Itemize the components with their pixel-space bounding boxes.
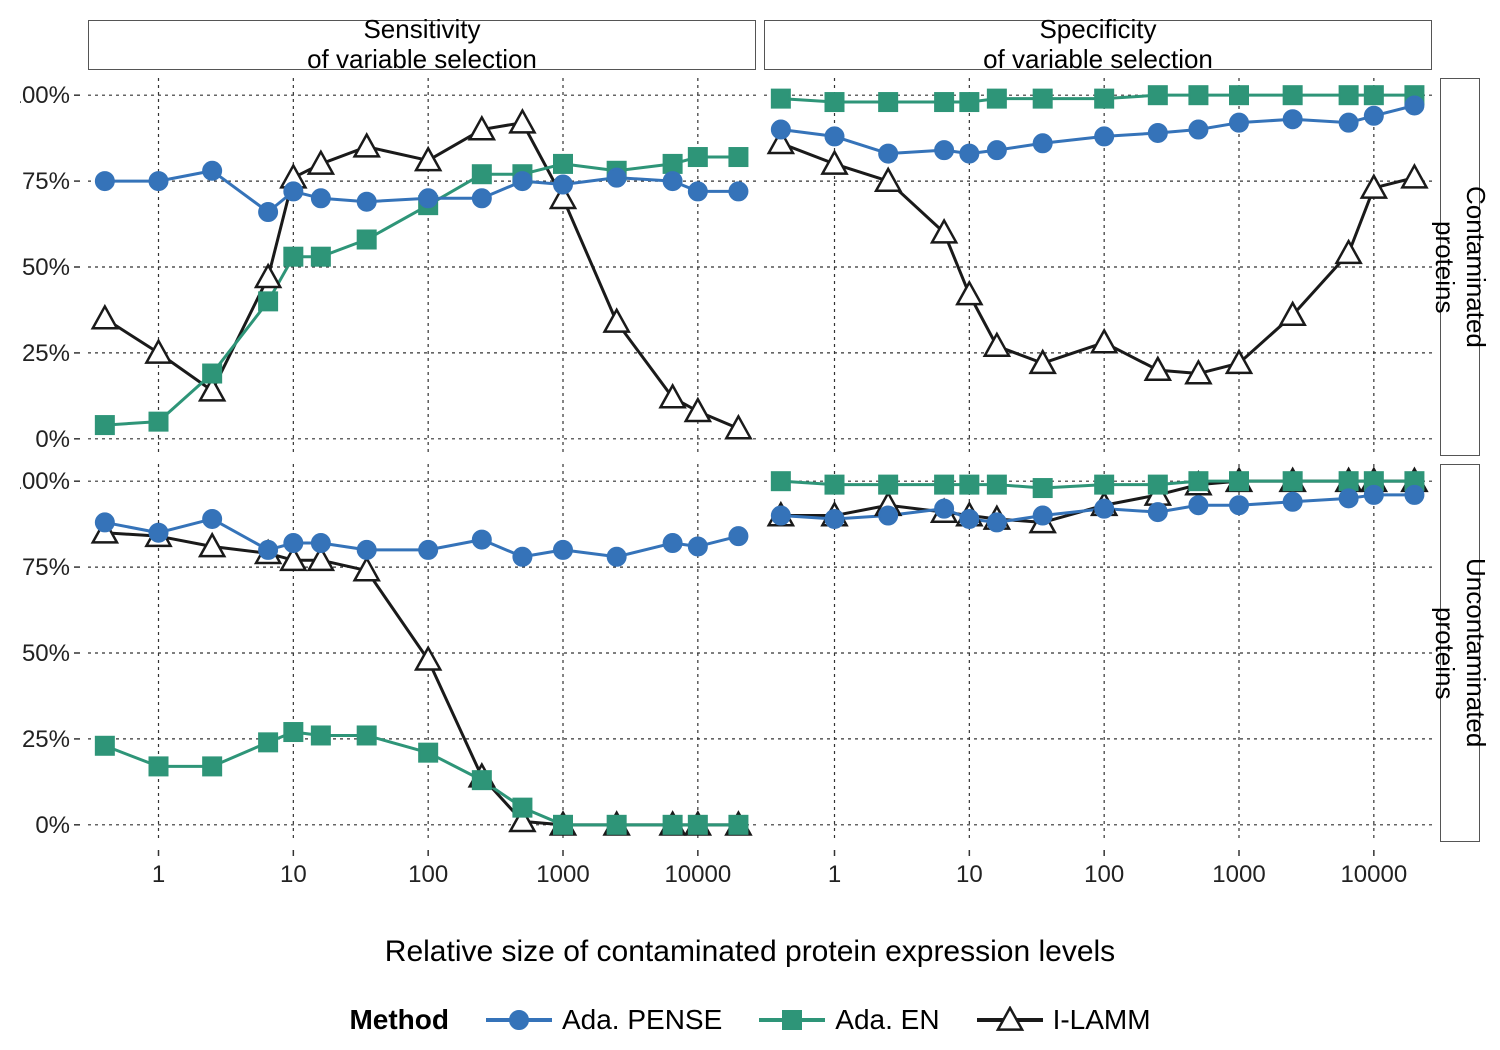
svg-text:75%: 75%	[22, 168, 70, 195]
legend-label: Ada. EN	[835, 1004, 939, 1036]
svg-text:100: 100	[408, 861, 448, 888]
svg-text:100: 100	[1084, 861, 1124, 888]
panel-specificity-uncontaminated	[764, 464, 1432, 842]
svg-text:10000: 10000	[1340, 861, 1407, 888]
svg-text:10: 10	[956, 861, 983, 888]
svg-text:1: 1	[828, 861, 841, 888]
svg-text:10: 10	[280, 861, 307, 888]
legend-item-en: Ada. EN	[757, 1004, 939, 1036]
svg-text:50%: 50%	[22, 640, 70, 667]
panel-sensitivity-uncontaminated	[88, 464, 756, 842]
x-axis-label: Relative size of contaminated protein ex…	[20, 935, 1480, 969]
row-strip-uncontaminated: Uncontaminatedproteins	[1440, 464, 1480, 842]
x-axis-left: 1 10 100 1000 10000	[88, 850, 756, 890]
y-axis-bottom: 0% 25% 50% 75% 100%	[20, 464, 80, 842]
legend-swatch-en	[757, 1006, 827, 1034]
figure-root: Sensitivityof variable selection Specifi…	[20, 20, 1480, 1030]
col-strip-label: Specificityof variable selection	[983, 15, 1213, 75]
row-strip-label: Uncontaminatedproteins	[1429, 558, 1491, 747]
svg-text:25%: 25%	[22, 726, 70, 753]
row-strip-label: Contaminatedproteins	[1429, 186, 1491, 348]
legend-item-pense: Ada. PENSE	[484, 1004, 722, 1036]
svg-text:50%: 50%	[22, 254, 70, 281]
svg-text:100%: 100%	[20, 468, 70, 495]
legend-item-ilamm: I-LAMM	[975, 1004, 1151, 1036]
legend: Method Ada. PENSE Ada. EN I-LAMM	[20, 1004, 1480, 1036]
col-strip-sensitivity: Sensitivityof variable selection	[88, 20, 756, 70]
svg-text:0%: 0%	[35, 812, 70, 839]
x-axis-right: 1 10 100 1000 10000	[764, 850, 1432, 890]
panel-sensitivity-contaminated	[88, 78, 756, 456]
y-axis-top: 0% 25% 50% 75% 100%	[20, 78, 80, 456]
legend-swatch-ilamm	[975, 1006, 1045, 1034]
panel-specificity-contaminated	[764, 78, 1432, 456]
legend-swatch-pense	[484, 1006, 554, 1034]
svg-text:1000: 1000	[1212, 861, 1265, 888]
svg-text:1000: 1000	[536, 861, 589, 888]
svg-text:25%: 25%	[22, 340, 70, 367]
svg-text:100%: 100%	[20, 82, 70, 109]
row-strip-contaminated: Contaminatedproteins	[1440, 78, 1480, 456]
svg-text:1: 1	[152, 861, 165, 888]
legend-label: Ada. PENSE	[562, 1004, 722, 1036]
svg-text:75%: 75%	[22, 554, 70, 581]
facet-grid: Sensitivityof variable selection Specifi…	[20, 20, 1480, 890]
legend-title: Method	[349, 1004, 449, 1036]
col-strip-specificity: Specificityof variable selection	[764, 20, 1432, 70]
svg-text:10000: 10000	[664, 861, 731, 888]
legend-label: I-LAMM	[1053, 1004, 1151, 1036]
col-strip-label: Sensitivityof variable selection	[307, 15, 537, 75]
svg-text:0%: 0%	[35, 426, 70, 453]
